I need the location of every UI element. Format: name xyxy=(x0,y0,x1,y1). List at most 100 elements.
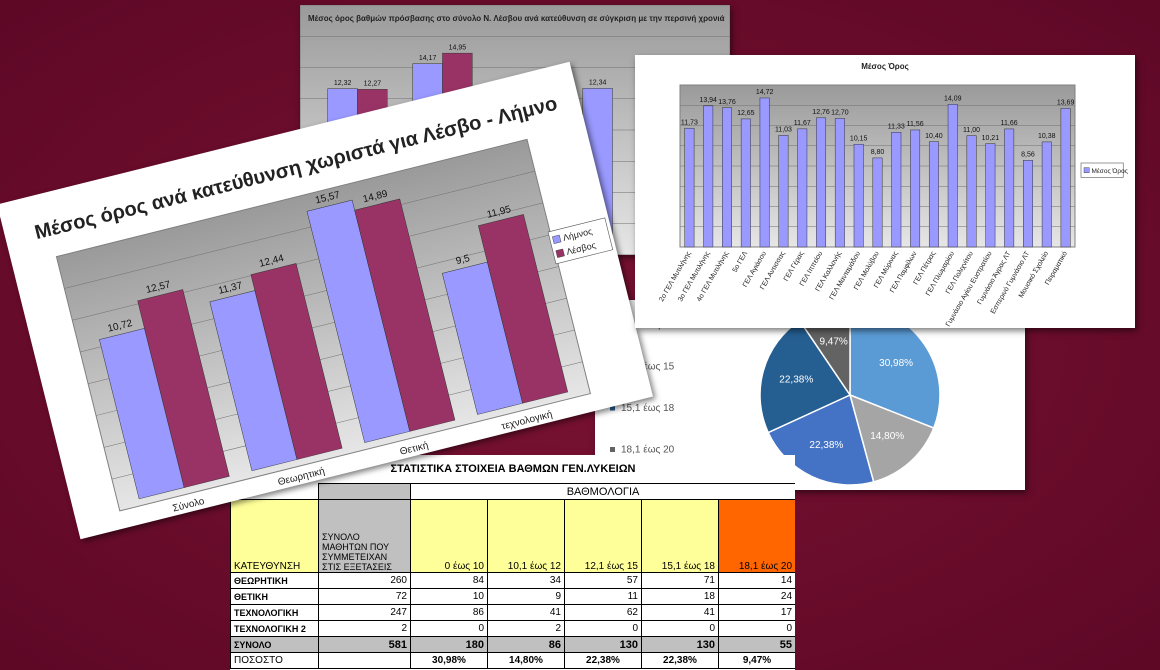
chart-panel: Μέσος όρος ανά κατεύθυνση χωριστά για Λέ… xyxy=(0,61,653,540)
table-cell: ΣΥΝΟΛΟ xyxy=(230,636,319,653)
x-tick-label: 5ο ΓΕΛ xyxy=(732,250,750,274)
table: ΣΤΑΤΙΣΤΙΚΑ ΣΤΟΙΧΕΙΑ ΒΑΘΜΩΝ ΓΕΝ.ΛΥΚΕΙΩΝ ΒΑ… xyxy=(230,455,795,669)
table-cell: ΤΕΧΝΟΛΟΓΙΚΗ xyxy=(230,604,319,621)
value-label: 12,27 xyxy=(364,81,382,88)
table-cell: 41 xyxy=(487,604,565,621)
table-cell: 260 xyxy=(318,572,411,589)
table-cell: ΘΕΤΙΚΗ xyxy=(230,588,319,605)
title-row: ΣΤΑΤΙΣΤΙΚΑ ΣΤΟΙΧΕΙΑ ΒΑΘΜΩΝ ΓΕΝ.ΛΥΚΕΙΩΝ xyxy=(231,455,796,484)
value-label: 12,70 xyxy=(831,110,849,117)
legend-label: 18,1 έως 20 xyxy=(621,444,675,456)
bar xyxy=(928,141,939,248)
value-label: 12,32 xyxy=(334,80,352,87)
bar xyxy=(910,129,921,248)
legend-label: 15,1 έως 18 xyxy=(621,402,675,414)
table-cell: 55 xyxy=(717,636,795,653)
table-cell: 22,38% xyxy=(641,652,719,669)
group-header: ΒΑΘΜΟΛΟΓΙΑ xyxy=(409,483,795,500)
legend-label: Μέσος Όρος xyxy=(1092,167,1128,175)
bar xyxy=(985,143,996,248)
column-header: ΚΑΤΕΥΘΥΝΣΗ xyxy=(230,499,319,573)
pie-slice xyxy=(848,393,935,483)
slice-label: 9,47% xyxy=(819,336,847,347)
table-cell: 2 xyxy=(487,620,565,637)
legend-swatch xyxy=(555,248,565,258)
bar xyxy=(891,132,902,248)
bar xyxy=(759,97,770,248)
value-label: 14,09 xyxy=(944,96,962,103)
value-label: 13,76 xyxy=(718,99,736,106)
chart-title: Μέσος Όρος xyxy=(861,62,909,71)
value-label: 14,17 xyxy=(419,55,437,62)
chart-panel: 30,98%14,80%22,38%22,38%9,47%0 έως 1010,… xyxy=(595,300,1025,490)
chart-panel: Μέσος Όρος 11,73 13,94 13,76 12,65 14,72 11,03… xyxy=(635,55,1135,328)
column-header: ΣΥΝΟΛΟ ΜΑΘΗΤΩΝ ΠΟΥ ΣΥΜΜΕΤΕΙΧΑΝ ΣΤΙΣ ΕΞΕΤ… xyxy=(318,499,411,573)
table-cell xyxy=(318,652,411,669)
table-cell: 11 xyxy=(564,588,642,605)
table-cell: 247 xyxy=(318,604,411,621)
value-label: 10,21 xyxy=(982,135,1000,142)
table-cell: 57 xyxy=(564,572,642,589)
value-label: 10,38 xyxy=(1038,133,1056,140)
table-row: ΤΕΧΝΟΛΟΓΙΚΗ 247 86 41 62 41 17 xyxy=(230,604,795,621)
table-cell: 180 xyxy=(410,636,488,653)
slice-label: 14,80% xyxy=(870,431,904,442)
table-cell: 0 xyxy=(641,620,719,637)
legend-box xyxy=(1080,162,1124,178)
bar xyxy=(250,263,343,460)
value-label: 11,66 xyxy=(1001,120,1018,127)
value-label: 11,56 xyxy=(907,121,924,128)
table-cell: ΤΕΧΝΟΛΟΓΙΚΗ 2 xyxy=(230,620,319,637)
value-label: 12,34 xyxy=(589,80,607,87)
header-row: ΚΑΤΕΥΘΥΝΣΗ ΣΥΝΟΛΟ ΜΑΘΗΤΩΝ ΠΟΥ ΣΥΜΜΕΤΕΙΧΑΝ… xyxy=(230,499,795,573)
bar xyxy=(1004,128,1015,248)
column-header: 15,1 έως 18 xyxy=(641,499,719,573)
legend-swatch xyxy=(610,447,615,452)
chart: Μέσος όρος ανά κατεύθυνση χωριστά για Λέ… xyxy=(32,93,614,514)
value-label: 13,69 xyxy=(1057,100,1075,107)
table-cell: 14 xyxy=(717,572,795,589)
value-label: 11,33 xyxy=(888,124,905,131)
bar xyxy=(722,107,732,248)
bar xyxy=(137,289,230,488)
bar xyxy=(740,118,751,248)
value-label: 8,80 xyxy=(871,149,885,156)
table-row: ΘΕΤΙΚΗ 72 10 9 11 18 24 xyxy=(230,588,795,605)
table-cell: 9 xyxy=(487,588,565,605)
table-cell: 10 xyxy=(410,588,488,605)
value-label: 11,73 xyxy=(681,119,698,126)
value-label: 10,40 xyxy=(925,133,943,140)
table-row: ΣΥΝΟΛΟ 581 180 86 130 130 55 xyxy=(230,636,795,653)
slice-label: 30,98% xyxy=(879,358,913,369)
bar xyxy=(834,118,845,248)
table-cell: 581 xyxy=(318,636,411,653)
table-cell: ΠΟΣΟΣΤΟ xyxy=(230,652,319,669)
value-label: 11,03 xyxy=(775,127,792,134)
slice-label: 22,38% xyxy=(809,440,843,451)
table-cell: ΘΕΩΡΗΤΙΚΗ xyxy=(230,572,319,589)
value-label: 14,72 xyxy=(756,89,774,96)
cell xyxy=(318,483,411,500)
table-cell: 130 xyxy=(564,636,642,653)
group-row: ΒΑΘΜΟΛΟΓΙΑ xyxy=(230,483,795,500)
x-tick-label: 2ο ΓΕΛ Μυτιλήνης xyxy=(658,250,693,303)
bar xyxy=(778,135,789,248)
value-label: 11,67 xyxy=(794,120,811,127)
bar xyxy=(947,104,958,248)
table-cell: 0 xyxy=(410,620,488,637)
legend-swatch xyxy=(610,405,615,411)
table-cell: 18 xyxy=(641,588,719,605)
table-cell: 62 xyxy=(564,604,642,621)
table-panel: ΣΤΑΤΙΣΤΙΚΑ ΣΤΟΙΧΕΙΑ ΒΑΘΜΩΝ ΓΕΝ.ΛΥΚΕΙΩΝ ΒΑ… xyxy=(230,455,795,670)
grid-decoration xyxy=(64,170,535,289)
value-label: 12,76 xyxy=(812,109,830,116)
column-header: 0 έως 10 xyxy=(410,499,488,573)
table-cell: 71 xyxy=(641,572,719,589)
bar xyxy=(1041,141,1052,248)
table-cell: 130 xyxy=(641,636,719,653)
value-label: 8,56 xyxy=(1021,152,1035,159)
column-header: 18,1 έως 20 xyxy=(717,499,795,573)
